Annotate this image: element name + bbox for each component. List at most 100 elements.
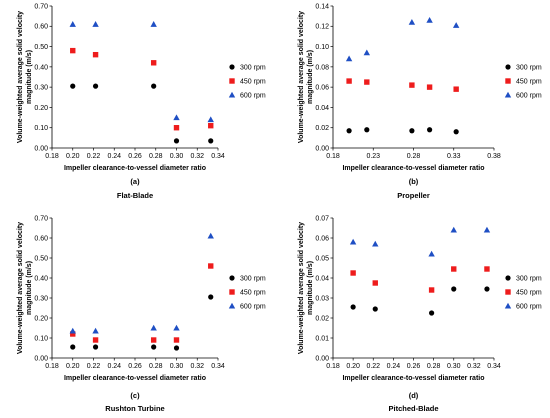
x-tick-label: 0.20 xyxy=(346,363,360,370)
data-point xyxy=(451,286,457,292)
y-axis-label-line1: Volume-weighted average solid velocity xyxy=(17,222,24,354)
series-600-rpm xyxy=(69,232,214,334)
x-tick-label: 0.32 xyxy=(467,363,481,370)
x-tick-label: 0.26 xyxy=(128,363,142,370)
data-point xyxy=(350,304,356,310)
y-tick-label: 0.06 xyxy=(315,85,329,92)
y-tick-label: 0.70 xyxy=(34,3,48,10)
y-tick-label: 0.05 xyxy=(315,255,329,262)
x-tick-label: 0.22 xyxy=(87,153,101,160)
x-tick-label: 0.24 xyxy=(107,363,121,370)
data-point xyxy=(69,327,76,334)
y-tick-label: 0.06 xyxy=(315,235,329,242)
data-point xyxy=(150,21,157,27)
x-tick-label: 0.32 xyxy=(190,153,204,160)
legend-marker xyxy=(229,275,235,281)
data-point xyxy=(409,128,415,134)
data-point xyxy=(453,86,459,92)
data-point xyxy=(151,83,157,89)
y-tick-label: 0.02 xyxy=(315,125,329,132)
data-point xyxy=(173,324,180,331)
y-axis-label-line1: Volume-weighted average solid velocity xyxy=(17,11,24,143)
y-tick-label: 0.10 xyxy=(315,44,329,51)
chart-panel-b: 0.00 0.02 0.04 0.06 0.08 0.10 0.12 0.14 0.18 0.23… xyxy=(298,3,542,200)
data-point xyxy=(150,60,157,66)
data-point xyxy=(207,116,214,123)
y-tick-label: 0.30 xyxy=(34,295,48,302)
x-tick-label: 0.28 xyxy=(149,363,163,370)
x-tick-label: 0.30 xyxy=(170,363,184,370)
data-point xyxy=(208,294,214,300)
data-point xyxy=(208,122,214,129)
legend-marker xyxy=(229,289,235,295)
y-tick-label: 0.70 xyxy=(34,215,48,222)
y-axis-label: Volume-weighted average solid velocity ma… xyxy=(17,11,33,143)
data-point xyxy=(173,337,180,343)
data-point xyxy=(364,79,370,85)
legend-marker xyxy=(504,302,512,309)
chart-panel-c: 0.00 0.10 0.20 0.30 0.40 0.50 0.60 0.70 0.18 0.20… xyxy=(17,215,266,413)
legend-label: 450 rpm xyxy=(516,79,542,86)
legend: 300 rpm 450 rpm 600 rpm xyxy=(228,64,266,100)
y-tick-label: 0.00 xyxy=(315,355,329,362)
y-tick-label: 0.60 xyxy=(34,235,48,242)
data-point xyxy=(151,344,157,350)
data-point xyxy=(208,138,214,144)
data-point xyxy=(450,226,457,233)
y-tick-label: 0.14 xyxy=(315,3,329,10)
x-tick-label: 0.26 xyxy=(407,363,421,370)
x-tick-label: 0.18 xyxy=(326,363,340,370)
x-axis-label: Impeller clearance-to-vessel diameter ra… xyxy=(64,165,206,172)
x-tick-label: 0.34 xyxy=(211,363,225,370)
x-tick-label: 0.30 xyxy=(447,363,461,370)
panel-caption: Flat-Blade xyxy=(117,191,153,200)
data-point xyxy=(426,84,433,90)
series-600-rpm xyxy=(69,21,214,123)
x-tick-label: 0.34 xyxy=(211,153,225,160)
y-tick-label: 0.50 xyxy=(34,255,48,262)
series-300-rpm xyxy=(70,294,214,351)
y-tick-label: 0.60 xyxy=(34,24,48,31)
data-point xyxy=(173,138,180,144)
legend-label: 300 rpm xyxy=(516,276,542,283)
y-axis-label-line2: magnitude (m/s) xyxy=(307,50,314,104)
y-axis-label-line2: magnitude (m/s) xyxy=(26,261,33,315)
y-tick-label: 0.10 xyxy=(34,125,48,132)
legend: 300 rpm 450 rpm 600 rpm xyxy=(504,275,542,311)
data-point xyxy=(364,127,370,133)
x-tick-label: 0.18 xyxy=(326,153,340,160)
data-point xyxy=(92,51,99,58)
x-tick-label: 0.28 xyxy=(427,363,441,370)
chart-panel-d: 0.00 0.01 0.02 0.03 0.04 0.05 0.06 0.07 0.18 0.20… xyxy=(298,215,542,413)
data-point xyxy=(92,83,99,89)
legend-label: 450 rpm xyxy=(240,290,266,297)
data-point xyxy=(345,55,353,62)
data-point xyxy=(427,127,433,133)
panel-label: (d) xyxy=(409,391,419,400)
data-point xyxy=(92,21,99,27)
panel-label: (c) xyxy=(130,391,140,400)
y-tick-label: 0.01 xyxy=(315,335,329,342)
x-tick-label: 0.34 xyxy=(487,363,501,370)
y-axis-label-line1: Volume-weighted average solid velocity xyxy=(298,11,305,143)
data-point xyxy=(173,345,180,351)
data-point xyxy=(173,125,180,131)
series-300-rpm xyxy=(346,127,459,135)
y-tick-label: 0.04 xyxy=(315,275,329,282)
x-tick-label: 0.23 xyxy=(366,153,380,160)
legend-marker xyxy=(229,64,235,70)
legend-label: 600 rpm xyxy=(240,93,266,100)
panel-label: (a) xyxy=(130,177,140,186)
legend-label: 600 rpm xyxy=(240,304,266,311)
x-tick-label: 0.28 xyxy=(407,153,421,160)
x-axis-label: Impeller clearance-to-vessel diameter ra… xyxy=(64,375,206,382)
x-tick-label: 0.24 xyxy=(387,363,401,370)
panel-caption: Pitched-Blade xyxy=(388,404,438,413)
y-tick-label: 0.07 xyxy=(315,215,329,222)
x-tick-label: 0.28 xyxy=(149,153,163,160)
data-point xyxy=(484,266,490,272)
y-axis-label-text: Volume-weighted average solid velocity ma… xyxy=(298,11,314,143)
legend-label: 600 rpm xyxy=(516,304,542,311)
chart-panel-a: 0.00 0.10 0.20 0.30 0.40 0.50 0.60 0.70 0.18 0.20… xyxy=(17,3,266,200)
y-axis-label-text: Volume-weighted average solid velocity ma… xyxy=(298,222,314,354)
